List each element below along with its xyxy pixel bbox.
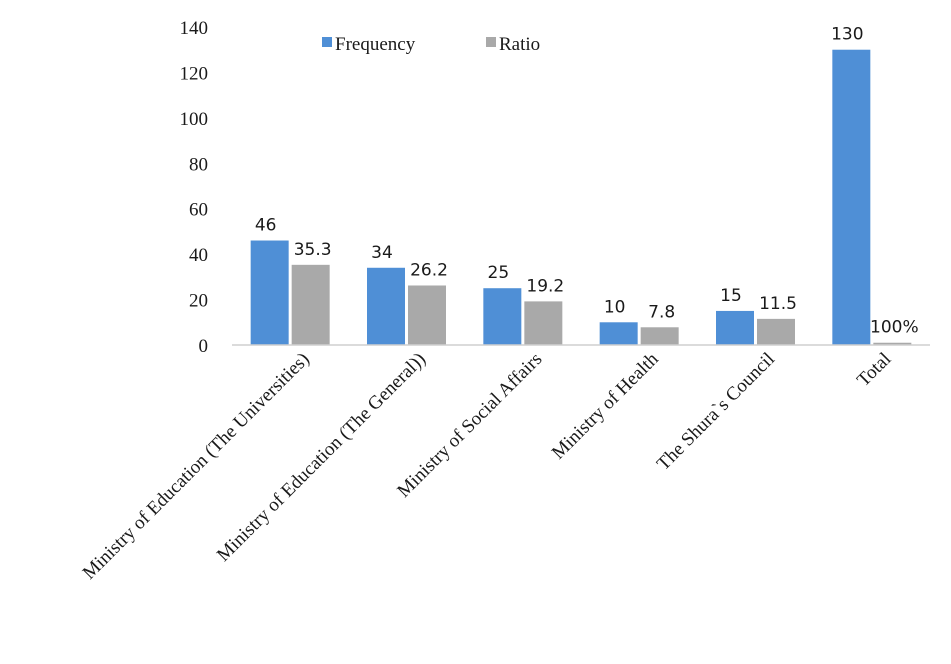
data-label-ratio: 19.2 [526, 276, 564, 296]
category-label: Ministry of Health [548, 348, 663, 463]
legend-swatch-frequency [322, 37, 332, 47]
bar-frequency [367, 267, 405, 345]
category-label: The Shura`s Council [653, 349, 779, 475]
y-tick-label: 0 [199, 336, 209, 357]
data-label-ratio: 11.5 [759, 294, 797, 314]
bar-frequency [599, 322, 638, 345]
data-label-frequency: 130 [831, 25, 863, 45]
y-tick-label: 140 [180, 18, 209, 39]
legend-label-frequency: Frequency [335, 34, 416, 55]
data-label-frequency: 10 [604, 297, 626, 317]
category-label: Total [853, 349, 895, 391]
legend-swatch-ratio [486, 37, 496, 47]
legend: Frequency Ratio [322, 34, 540, 55]
data-labels: 46 35.3 34 26.2 25 19.2 10 7.8 15 11.5 130 100% [255, 25, 919, 338]
category-label: Ministry of Education (The General)) [213, 349, 430, 566]
data-label-ratio: 7.8 [648, 302, 675, 322]
bar-frequency [832, 49, 871, 345]
y-tick-label: 80 [189, 154, 208, 175]
data-label-frequency: 46 [255, 216, 277, 236]
bar-ratio [873, 342, 912, 345]
bar-frequency [483, 288, 522, 345]
y-tick-label: 120 [180, 63, 209, 84]
category-label: Ministry of Education (The Universities) [79, 349, 314, 584]
bars [250, 49, 912, 345]
data-label-frequency: 15 [720, 286, 742, 306]
bar-ratio [291, 264, 330, 345]
data-label-ratio: 26.2 [410, 260, 448, 280]
y-tick-label: 40 [189, 245, 208, 266]
data-label-ratio: 35.3 [294, 240, 332, 260]
bar-frequency [250, 240, 289, 345]
data-label-frequency: 34 [371, 243, 393, 263]
bar-ratio [408, 285, 446, 345]
y-axis: 0 20 40 60 80 100 120 140 [180, 18, 209, 357]
legend-label-ratio: Ratio [499, 34, 540, 55]
bar-frequency [716, 310, 754, 345]
y-tick-label: 100 [180, 109, 209, 130]
category-labels: Ministry of Education (The Universities)… [79, 348, 896, 583]
bar-ratio [757, 318, 795, 345]
y-tick-label: 20 [189, 291, 208, 312]
data-label-frequency: 25 [488, 263, 510, 283]
bar-ratio [640, 327, 679, 345]
y-tick-label: 60 [189, 200, 208, 221]
bar-ratio [524, 301, 563, 345]
data-label-ratio: 100% [870, 318, 919, 338]
